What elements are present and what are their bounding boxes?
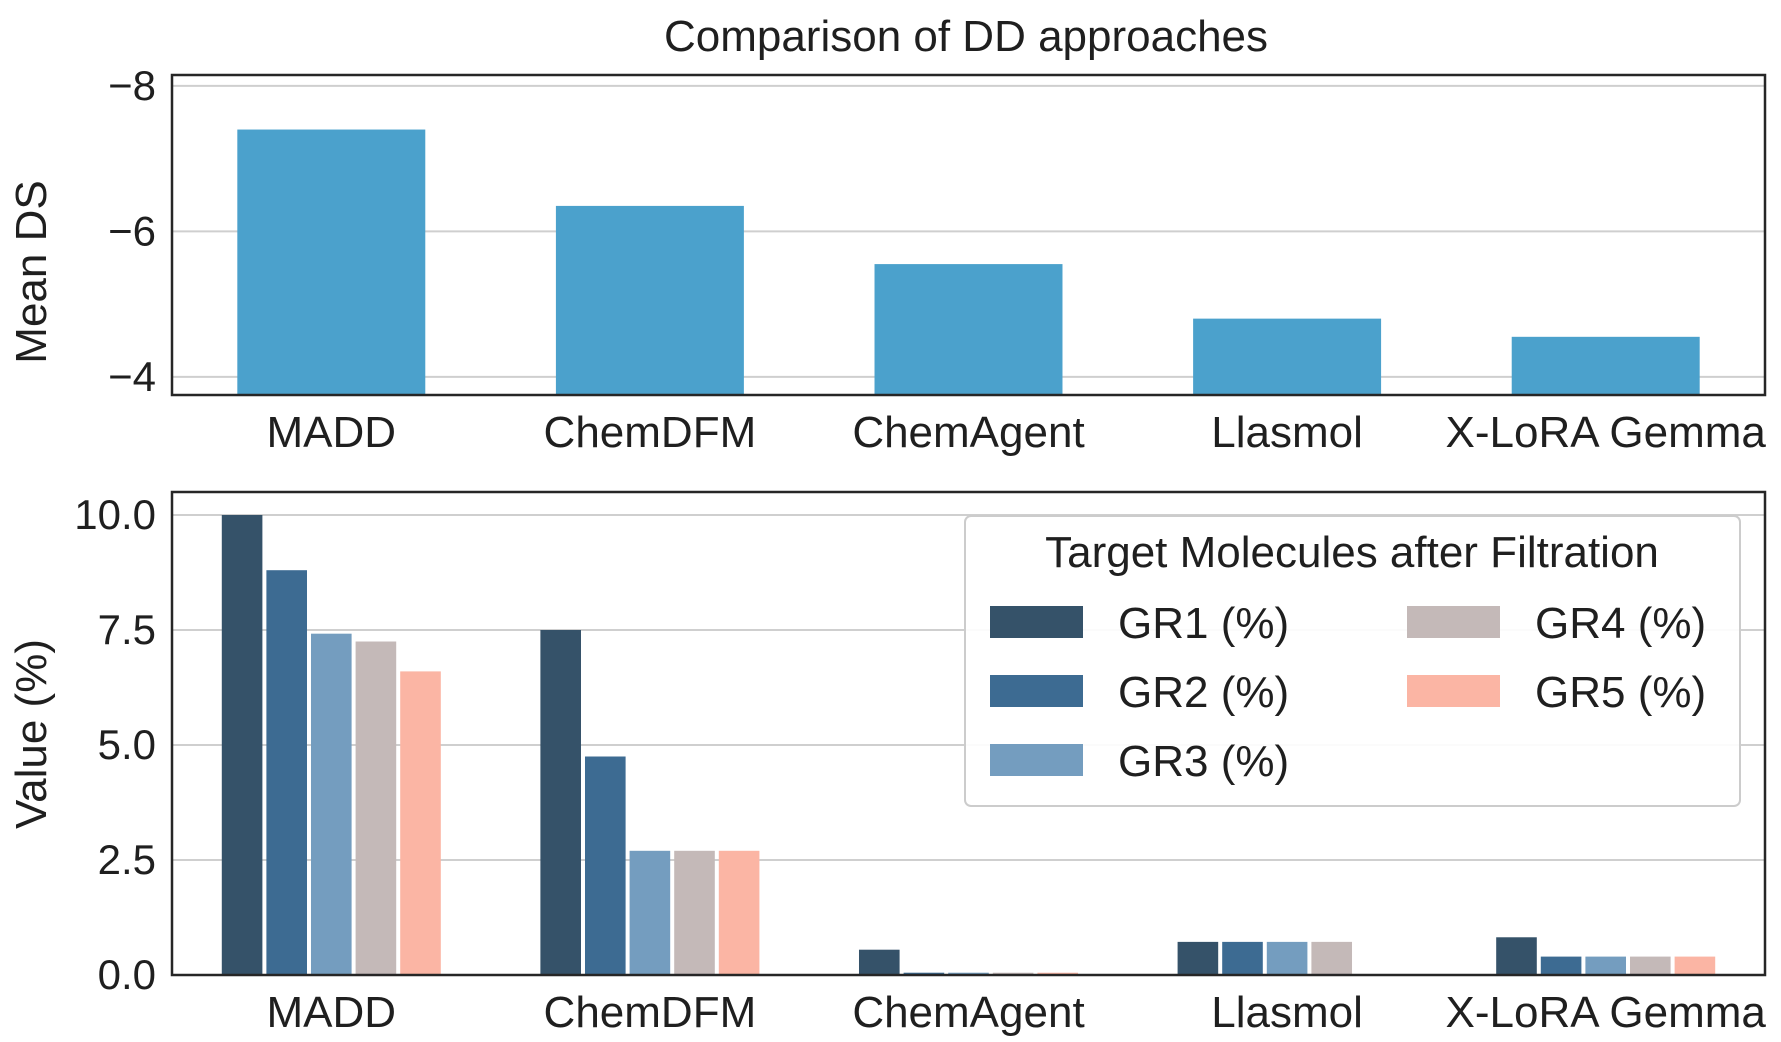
legend-label: GR4 (%) bbox=[1535, 599, 1706, 648]
bar-x-lora-gemma-gr1 bbox=[1496, 937, 1537, 975]
bar-chemagent-gr1 bbox=[858, 949, 900, 975]
bottom-y-tick-labels: 0.0 2.5 5.0 7.5 10.0 bbox=[74, 491, 156, 998]
bottom-y-tick-label: 7.5 bbox=[98, 606, 156, 653]
bar-madd-gr1 bbox=[221, 515, 263, 975]
bottom-y-tick-label: 10.0 bbox=[74, 491, 156, 538]
bar-chemdfm bbox=[555, 205, 744, 395]
top-bars bbox=[237, 129, 1700, 395]
top-x-tick-label: X-LoRA Gemma bbox=[1446, 408, 1767, 457]
bar-x-lora-gemma-gr5 bbox=[1674, 956, 1716, 975]
legend-label: GR5 (%) bbox=[1535, 668, 1706, 717]
bar-llasmol-gr2 bbox=[1222, 941, 1263, 975]
bottom-y-tick-label: 2.5 bbox=[98, 836, 156, 883]
legend-swatch-gr2 bbox=[990, 675, 1083, 707]
bar-madd-gr5 bbox=[400, 671, 441, 975]
bottom-y-tick-label: 5.0 bbox=[98, 721, 156, 768]
bar-x-lora-gemma-gr4 bbox=[1630, 956, 1671, 975]
legend-label: GR3 (%) bbox=[1118, 737, 1289, 786]
bar-llasmol-gr4 bbox=[1311, 941, 1353, 975]
bar-madd-gr3 bbox=[310, 633, 352, 975]
chart-title: Comparison of DD approaches bbox=[664, 12, 1268, 61]
bar-chemdfm-gr4 bbox=[674, 850, 715, 975]
bar-x-lora-gemma-gr3 bbox=[1585, 956, 1627, 975]
bar-chemdfm-gr5 bbox=[718, 850, 760, 975]
panel-value-percent: 0.0 2.5 5.0 7.5 10.0 MADD ChemDFM ChemAgent Lla… bbox=[7, 490, 1767, 1037]
bar-madd-gr2 bbox=[266, 570, 307, 975]
bottom-x-tick-label: ChemAgent bbox=[852, 988, 1084, 1037]
panel-mean-ds: Comparison of DD approaches −8 −6 −4 MADD C… bbox=[7, 12, 1766, 457]
bottom-x-tick-label: MADD bbox=[267, 988, 397, 1037]
top-x-tick-label: ChemAgent bbox=[852, 408, 1084, 457]
bottom-bars bbox=[221, 515, 1716, 975]
bar-chemdfm-gr3 bbox=[629, 850, 671, 975]
bar-x-lora-gemma bbox=[1511, 336, 1700, 395]
bottom-plot-frame bbox=[170, 490, 1767, 977]
legend-label: GR2 (%) bbox=[1118, 668, 1289, 717]
bar-chemdfm-gr1 bbox=[540, 630, 581, 975]
top-x-tick-labels: MADD ChemDFM ChemAgent Llasmol X-LoRA Gemma bbox=[267, 408, 1767, 457]
legend-swatch-gr4 bbox=[1407, 606, 1500, 638]
top-x-tick-label: ChemDFM bbox=[544, 408, 757, 457]
bar-madd-gr4 bbox=[355, 641, 397, 975]
bottom-x-tick-label: ChemDFM bbox=[544, 988, 757, 1037]
bar-chemdfm-gr2 bbox=[584, 756, 626, 975]
legend: Target Molecules after Filtration GR1 (%… bbox=[964, 515, 1741, 807]
top-y-tick-labels: −8 −6 −4 bbox=[108, 62, 156, 400]
legend-swatch-gr5 bbox=[1407, 675, 1500, 707]
legend-label: GR1 (%) bbox=[1118, 599, 1289, 648]
legend-swatch-gr1 bbox=[990, 606, 1083, 638]
top-x-tick-label: MADD bbox=[267, 408, 397, 457]
bar-llasmol bbox=[1193, 318, 1382, 395]
bar-x-lora-gemma-gr2 bbox=[1540, 956, 1582, 975]
top-y-axis-label: Mean DS bbox=[7, 180, 56, 363]
bottom-x-tick-labels: MADD ChemDFM ChemAgent Llasmol X-LoRA Gemma bbox=[267, 988, 1767, 1037]
bottom-x-tick-label: Llasmol bbox=[1211, 988, 1363, 1037]
legend-box bbox=[964, 515, 1741, 807]
legend-title: Target Molecules after Filtration bbox=[1045, 528, 1659, 577]
bar-llasmol-gr1 bbox=[1177, 941, 1219, 975]
bottom-y-tick-label: 0.0 bbox=[98, 951, 156, 998]
bottom-y-axis-label: Value (%) bbox=[7, 639, 56, 829]
top-y-tick-label: −8 bbox=[108, 62, 156, 109]
legend-items: GR1 (%) GR2 (%) GR3 (%) GR4 (%) GR5 (%) bbox=[990, 599, 1706, 786]
legend-swatch-gr3 bbox=[990, 744, 1083, 776]
bar-llasmol-gr3 bbox=[1266, 941, 1308, 975]
bar-madd bbox=[237, 129, 426, 395]
top-y-tick-label: −4 bbox=[108, 353, 156, 400]
bottom-x-tick-label: X-LoRA Gemma bbox=[1446, 988, 1767, 1037]
top-plot-frame bbox=[170, 73, 1767, 397]
top-y-tick-label: −6 bbox=[108, 207, 156, 254]
bar-chemagent bbox=[874, 264, 1063, 395]
top-x-tick-label: Llasmol bbox=[1211, 408, 1363, 457]
